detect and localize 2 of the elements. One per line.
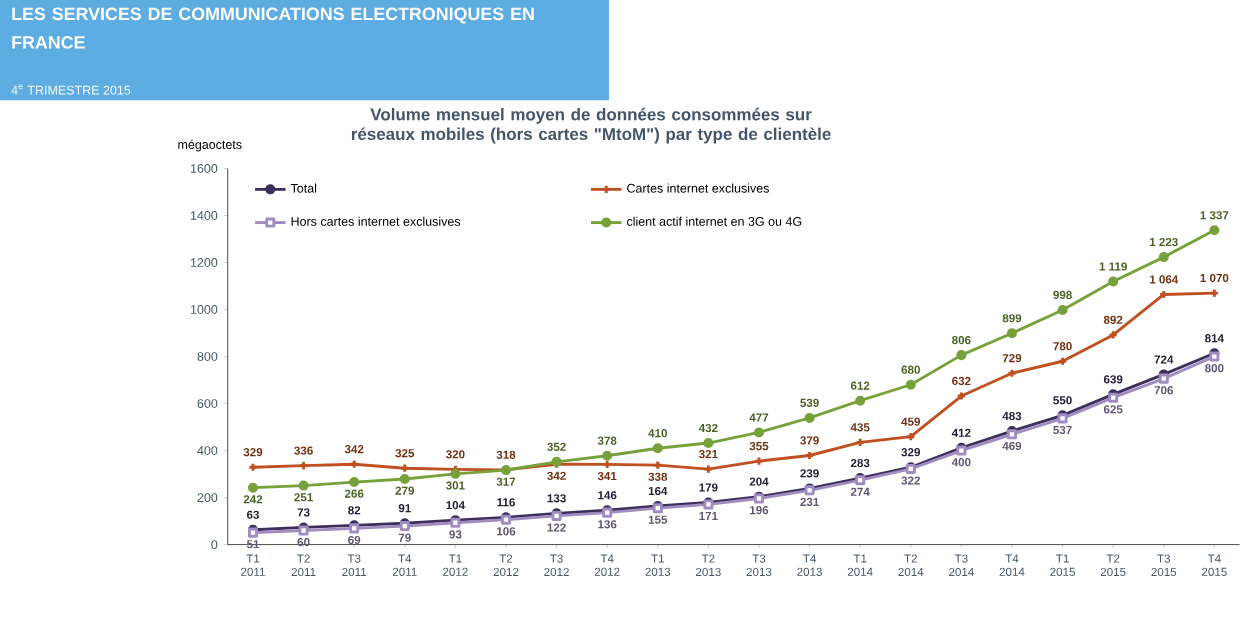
text: LES SERVICES DE COMMUNICATIONS ELECTRONIQUES EN FRANCE (12, 7, 534, 49)
chart-title: Volume mensuel moyen de données consommées sur réseaux mobiles (hors cartes "MtoM") par type de clientèle (351, 107, 831, 143)
